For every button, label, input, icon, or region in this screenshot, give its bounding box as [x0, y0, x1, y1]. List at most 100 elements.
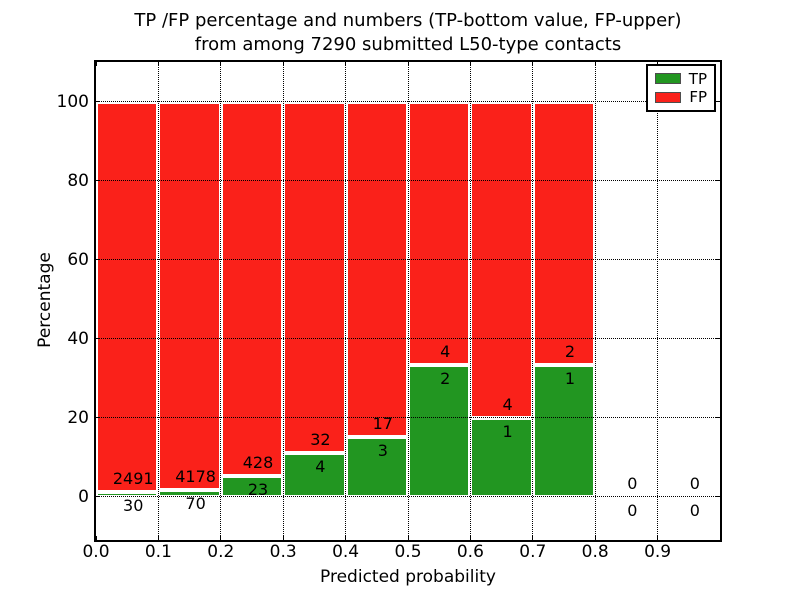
fp-count-label: 0	[627, 473, 638, 493]
x-tick-mark	[532, 536, 534, 540]
y-tick-mark	[716, 496, 720, 498]
fp-count-label: 2	[564, 341, 576, 361]
y-tick-mark	[716, 338, 720, 340]
tp-bar-segment	[408, 364, 471, 497]
legend: TP FP	[646, 64, 716, 112]
y-tick-mark	[96, 101, 100, 102]
x-tick-label: 0.8	[581, 542, 609, 562]
y-tick-mark	[716, 180, 720, 181]
fp-bar-segment	[158, 101, 221, 491]
y-tick-mark	[716, 417, 720, 419]
x-gridline	[157, 62, 159, 540]
fp-bar-segment	[96, 101, 159, 492]
chart-title: TP /FP percentage and numbers (TP-bottom…	[96, 9, 720, 57]
fp-count-label: 17	[372, 414, 393, 434]
chart-title-line1: TP /FP percentage and numbers (TP-bottom…	[134, 10, 682, 31]
x-tick-mark	[532, 62, 534, 66]
y-tick-mark	[716, 101, 720, 102]
fp-count-label: 428	[242, 453, 274, 473]
fp-bar-segment	[220, 101, 284, 477]
fp-color-swatch	[655, 91, 682, 103]
x-gridline	[407, 62, 409, 540]
x-gridline	[594, 62, 596, 540]
fp-bar-segment	[532, 101, 596, 365]
x-tick-mark	[95, 62, 97, 66]
x-tick-mark	[220, 536, 222, 540]
x-gridline	[469, 62, 471, 540]
x-tick-mark	[407, 62, 409, 66]
x-tick-label: 0.7	[519, 542, 547, 562]
x-gridline	[345, 62, 347, 540]
tp-count-label: 0	[627, 500, 638, 520]
x-tick-mark	[95, 536, 97, 540]
x-tick-mark	[282, 62, 284, 66]
x-tick-label: 0.0	[82, 542, 110, 562]
tp-count-label: 70	[185, 494, 206, 514]
x-tick-label: 0.1	[144, 542, 172, 562]
fp-count-label: 0	[689, 473, 700, 493]
tp-bar-segment	[96, 491, 159, 497]
x-tick-label: 0.5	[394, 542, 422, 562]
fp-count-label: 4	[502, 394, 513, 414]
y-tick-mark	[96, 417, 100, 419]
x-tick-label: 0.2	[207, 542, 235, 562]
legend-item-tp: TP	[655, 71, 707, 87]
y-tick-mark	[96, 496, 100, 498]
y-tick-label: 80	[67, 170, 89, 191]
y-tick-label: 100	[56, 91, 89, 112]
tp-bar-segment	[532, 364, 596, 497]
x-gridline	[220, 62, 222, 540]
legend-label-tp: TP	[688, 69, 707, 88]
chart-title-line2: from among 7290 submitted L50-type conta…	[194, 34, 622, 55]
x-tick-mark	[657, 536, 659, 540]
tp-count-label: 23	[247, 480, 269, 500]
x-gridline	[282, 62, 284, 540]
y-tick-label: 40	[67, 328, 89, 349]
x-tick-mark	[594, 62, 596, 66]
y-tick-label: 0	[78, 486, 89, 507]
x-tick-mark	[282, 536, 284, 540]
tp-color-swatch	[655, 73, 681, 85]
tp-count-label: 2	[440, 368, 451, 388]
y-tick-mark	[96, 180, 100, 181]
x-axis-label: Predicted probability	[320, 567, 496, 587]
tp-bar-segment	[158, 490, 221, 497]
y-tick-label: 60	[67, 249, 89, 270]
y-tick-label: 20	[67, 407, 89, 428]
tp-count-label: 1	[564, 368, 576, 388]
x-tick-mark	[345, 536, 347, 540]
x-tick-mark	[407, 536, 409, 540]
x-tick-mark	[345, 62, 347, 66]
y-tick-mark	[716, 259, 720, 261]
fp-count-label: 4178	[175, 467, 216, 487]
tp-count-label: 3	[377, 441, 388, 461]
tp-count-label: 0	[689, 500, 700, 520]
legend-label-fp: FP	[689, 88, 707, 107]
tp-bar-segment	[470, 417, 533, 497]
fp-count-label: 2491	[112, 468, 154, 488]
x-tick-mark	[469, 62, 471, 66]
tp-bar-segment	[345, 437, 408, 497]
x-tick-label: 0.4	[332, 542, 360, 562]
x-tick-mark	[157, 536, 159, 540]
tp-count-label: 1	[502, 421, 513, 441]
tp-count-label: 4	[315, 456, 326, 476]
x-tick-mark	[469, 536, 471, 540]
x-tick-mark	[220, 62, 222, 66]
x-tick-label: 0.6	[456, 542, 484, 562]
fp-count-label: 32	[310, 429, 331, 449]
fp-bar-segment	[283, 101, 346, 453]
fp-count-label: 4	[440, 341, 451, 361]
fp-bar-segment	[345, 101, 408, 438]
tp-bar-segment	[283, 452, 346, 497]
x-tick-mark	[594, 536, 596, 540]
x-gridline	[657, 62, 659, 540]
tp-bar-segment	[220, 476, 284, 497]
x-tick-label: 0.9	[644, 542, 672, 562]
x-tick-mark	[157, 62, 159, 66]
legend-item-fp: FP	[655, 89, 707, 105]
tp-count-label: 30	[123, 495, 144, 515]
fp-bar-segment	[408, 101, 471, 365]
x-tick-label: 0.3	[269, 542, 297, 562]
